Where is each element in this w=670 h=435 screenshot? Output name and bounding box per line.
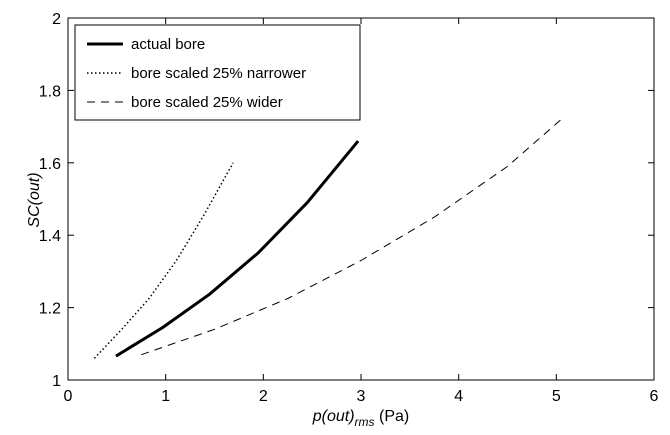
legend-label-narrower: bore scaled 25% narrower bbox=[131, 65, 306, 82]
x-tick-label: 2 bbox=[259, 388, 268, 405]
y-tick-label: 1.8 bbox=[39, 83, 61, 100]
x-axis-label-unit: (Pa) bbox=[379, 408, 409, 425]
x-tick-label: 1 bbox=[161, 388, 170, 405]
x-tick-label: 3 bbox=[357, 388, 366, 405]
x-axis-label-subscript: rms bbox=[355, 415, 375, 429]
y-axis-label: SC(out) bbox=[26, 172, 43, 227]
y-tick-label: 1.2 bbox=[39, 301, 61, 318]
y-tick-label: 1.4 bbox=[39, 228, 61, 245]
x-tick-label: 5 bbox=[552, 388, 561, 405]
x-axis-label-main: p(out) bbox=[312, 408, 355, 425]
x-tick-label: 0 bbox=[64, 388, 73, 405]
y-tick-label: 2 bbox=[52, 11, 61, 28]
legend-label-wider: bore scaled 25% wider bbox=[131, 94, 283, 111]
x-tick-label: 4 bbox=[454, 388, 463, 405]
x-tick-label: 6 bbox=[650, 388, 659, 405]
y-tick-label: 1.6 bbox=[39, 156, 61, 173]
y-tick-label: 1 bbox=[52, 373, 61, 390]
legend: actual bore bore scaled 25% narrower bor… bbox=[75, 25, 360, 120]
legend-label-actual-bore: actual bore bbox=[131, 36, 205, 53]
